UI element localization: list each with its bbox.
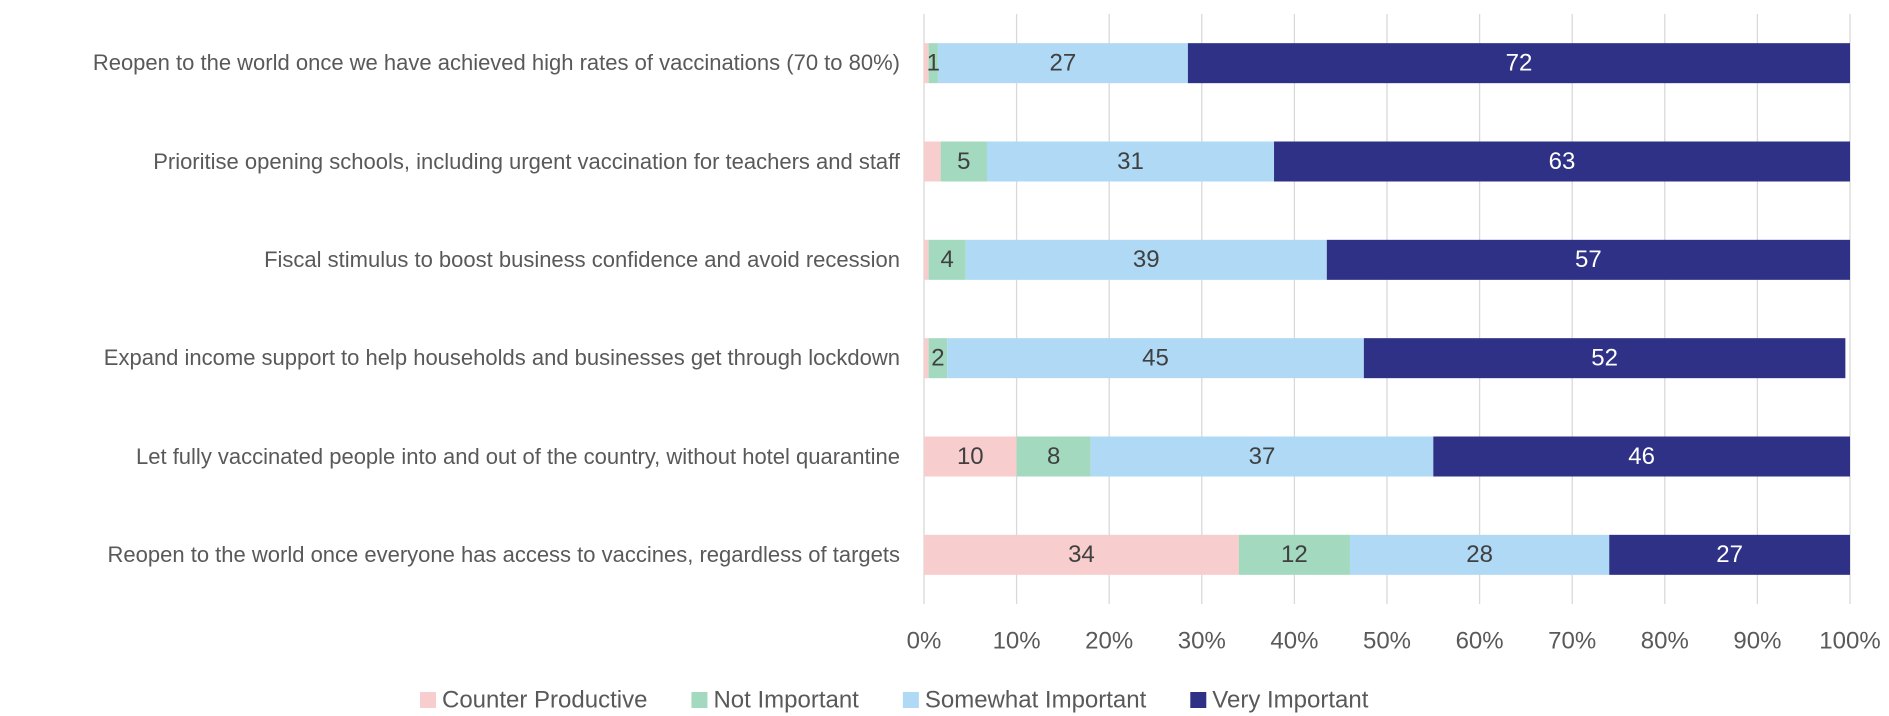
data-label: 52 [1591,345,1618,372]
category-label: Fiscal stimulus to boost business confid… [264,246,900,272]
x-tick-label: 50% [1363,627,1411,654]
bar-segment [928,338,948,379]
bar-segment [1238,534,1350,575]
data-label: 63 [1549,148,1576,175]
data-label: 12 [1281,541,1308,568]
bar-segment [924,436,1017,477]
data-label: 45 [1142,345,1169,372]
legend-label: Counter Productive [442,686,647,713]
legend-label: Very Important [1212,686,1368,713]
category-label: Let fully vaccinated people into and out… [136,443,900,469]
legend-swatch [420,692,436,708]
category-label: Reopen to the world once everyone has ac… [107,541,900,567]
category-label: Reopen to the world once we have achieve… [92,50,900,76]
bar-segment [937,43,1188,84]
data-label: 2 [931,345,944,372]
bar-segment [928,43,938,84]
bar-segment [924,141,941,182]
x-tick-label: 60% [1456,627,1504,654]
legend-swatch [1190,692,1207,708]
category-label: Expand income support to help households… [103,345,900,371]
legend-label: Somewhat Important [925,686,1147,713]
bar-segment [1016,436,1091,477]
x-tick-label: 30% [1178,627,1226,654]
x-tick-label: 20% [1085,627,1133,654]
bar-segment [1326,239,1850,280]
bar-segment [924,43,929,84]
x-tick-label: 80% [1641,627,1689,654]
legend-swatch [691,692,708,708]
bar-segment [1363,338,1846,379]
bar-segment [940,141,987,182]
x-tick-label: 0% [907,627,942,654]
bar-segment [1349,534,1610,575]
legend-label: Not Important [713,686,859,713]
bar-segment [1090,436,1434,477]
data-label: 57 [1575,246,1602,273]
x-tick-label: 10% [993,627,1041,654]
data-label: 27 [1050,50,1077,77]
bar-segment [924,534,1239,575]
data-label: 27 [1716,541,1743,568]
data-label: 4 [940,246,953,273]
x-tick-label: 90% [1733,627,1781,654]
data-label: 28 [1466,541,1493,568]
bar-segment [928,239,966,280]
data-label: 37 [1249,443,1276,470]
bar-segment [924,338,929,379]
bar-segment [947,338,1364,379]
data-label: 5 [957,148,970,175]
data-label: 46 [1628,443,1655,470]
bar-segment [986,141,1275,182]
bar-segment [1274,141,1850,182]
bar-segment [1187,43,1850,84]
bar-segment [1433,436,1850,477]
bar-segment [965,239,1327,280]
data-label: 39 [1133,246,1160,273]
data-label: 34 [1068,541,1095,568]
x-tick-label: 40% [1270,627,1318,654]
category-label: Prioritise opening schools, including ur… [153,148,900,174]
legend-swatch [902,692,919,708]
bar-segment [1609,534,1850,575]
x-tick-label: 100% [1819,627,1880,654]
x-tick-label: 70% [1548,627,1596,654]
bar-segment [924,239,929,280]
data-label: 31 [1117,148,1144,175]
data-label: 72 [1506,50,1533,77]
data-label: 10 [957,443,984,470]
data-label: 1 [927,50,940,77]
data-label: 8 [1047,443,1060,470]
